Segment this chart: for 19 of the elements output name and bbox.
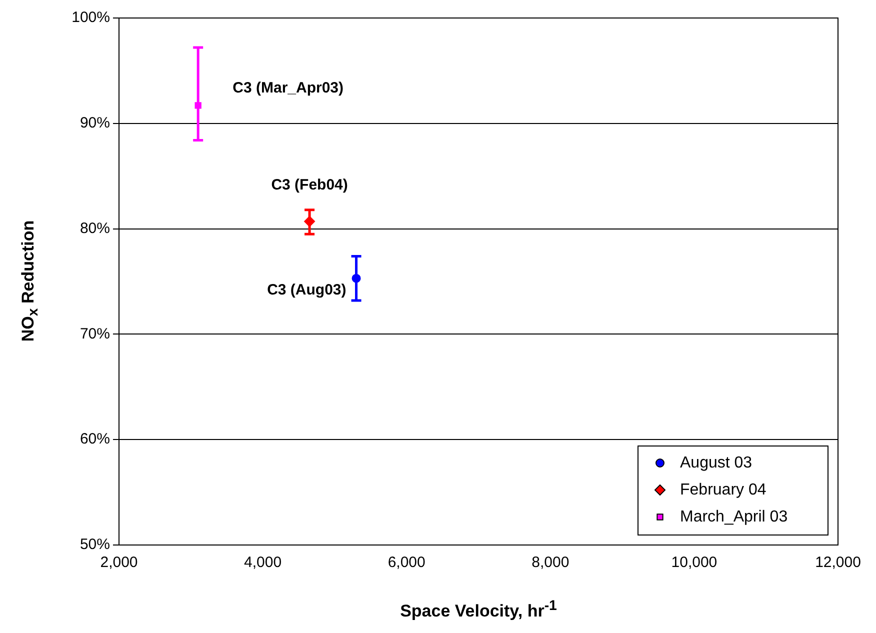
- x-tick-label: 2,000: [100, 554, 138, 572]
- y-tick-label: 70%: [80, 325, 110, 342]
- x-tick-label: 12,000: [815, 554, 861, 572]
- y-tick-label: 60%: [80, 430, 110, 448]
- legend-label: February 04: [680, 481, 766, 498]
- annotation: C3 (Feb04): [271, 176, 348, 194]
- y-tick-label: 90%: [80, 114, 110, 132]
- annotation: C3 (Aug03): [267, 281, 346, 298]
- y-tick-label: 80%: [80, 220, 110, 237]
- legend-label: August 03: [680, 454, 752, 472]
- x-tick-label: 4,000: [244, 554, 282, 572]
- annotation: C3 (Mar_Apr03): [232, 80, 344, 97]
- x-tick-label: 6,000: [388, 554, 426, 572]
- x-axis-title: Space Velocity, hr$^{-1}$: [399, 598, 558, 622]
- y-tick-label: 100%: [72, 9, 110, 26]
- y-tick-label: 50%: [80, 536, 110, 554]
- x-tick-label: 10,000: [671, 554, 718, 572]
- legend-label: March_April 03: [680, 508, 788, 526]
- x-tick-label: 8,000: [532, 554, 570, 572]
